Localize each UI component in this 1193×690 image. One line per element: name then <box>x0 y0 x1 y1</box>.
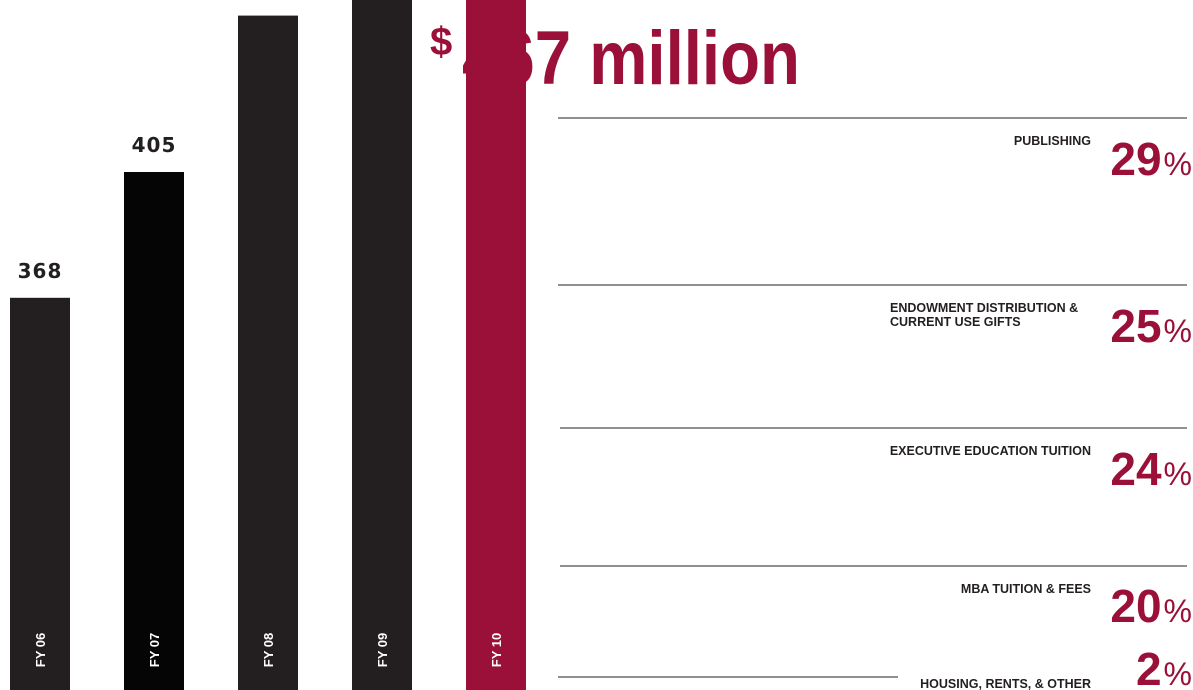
segment-percentage: 24% <box>1110 443 1192 495</box>
bar-value-label: 405 <box>132 133 177 157</box>
bar-category-label: FY 07 <box>147 633 162 667</box>
segment-row: HOUSING, RENTS, & OTHER 2% <box>558 643 1192 690</box>
segment-label: PUBLISHING <box>1014 134 1091 148</box>
bar-fy-09 <box>352 0 412 690</box>
segment-percentage: 29% <box>1110 133 1192 185</box>
segment-label: EXECUTIVE EDUCATION TUITION <box>890 444 1091 458</box>
bar-category-label: FY 08 <box>261 633 276 667</box>
headline-title: $467 million <box>430 16 800 101</box>
segment-percentage: 2% <box>1136 643 1192 690</box>
bar-fy-10 <box>466 0 526 690</box>
segment-row: PUBLISHING 29% <box>558 117 1192 185</box>
bar-category-label: FY 09 <box>375 633 390 667</box>
segment-label: MBA TUITION & FEES <box>961 582 1091 596</box>
bar-fy-06 <box>10 297 70 690</box>
bar-value-label: 451 <box>246 0 291 1</box>
bar-fy-08 <box>238 15 298 690</box>
revenue-breakdown: PUBLISHING 29% ENDOWMENT DISTRIBUTION &CUR… <box>558 117 1192 690</box>
segment-row: EXECUTIVE EDUCATION TUITION 24% <box>560 427 1192 495</box>
segment-label: ENDOWMENT DISTRIBUTION & <box>890 301 1078 315</box>
segment-row: MBA TUITION & FEES 20% <box>560 565 1192 632</box>
segment-row: ENDOWMENT DISTRIBUTION &CURRENT USE GIFT… <box>558 284 1192 352</box>
segment-percentage: 25% <box>1110 300 1192 352</box>
bar-value-label: 368 <box>18 259 63 283</box>
title-amount: 467 million <box>462 16 800 101</box>
bar-category-label: FY 10 <box>489 633 504 667</box>
bar-category-label: FY 06 <box>33 633 48 667</box>
segment-label: CURRENT USE GIFTS <box>890 315 1021 329</box>
segment-label: HOUSING, RENTS, & OTHER <box>920 677 1091 690</box>
title-currency-symbol: $ <box>430 20 452 64</box>
segment-percentage: 20% <box>1110 580 1192 632</box>
bar-fy-07 <box>124 172 184 690</box>
